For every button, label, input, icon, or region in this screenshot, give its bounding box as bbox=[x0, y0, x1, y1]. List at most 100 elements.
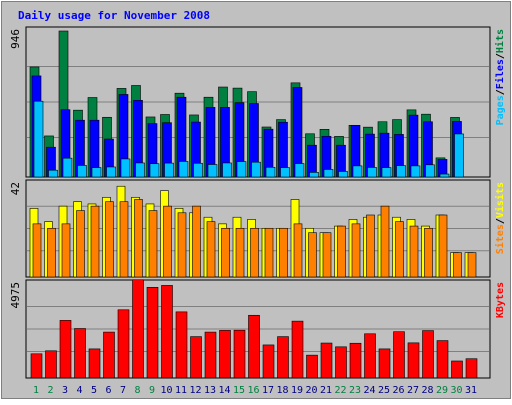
bar-kbytes-day-27 bbox=[407, 342, 420, 379]
day-label-20: 20 bbox=[305, 385, 317, 396]
bar-sites-day-27 bbox=[409, 225, 419, 278]
bar-sites-day-28 bbox=[424, 227, 433, 278]
legend-entry-sites: Sites bbox=[494, 224, 506, 254]
bar-sites-day-2 bbox=[47, 227, 56, 278]
legend-entry-visits: Visits bbox=[494, 182, 506, 218]
bar-sites-day-7 bbox=[119, 201, 129, 278]
day-label-24: 24 bbox=[363, 385, 375, 396]
bar-sites-day-4 bbox=[76, 210, 85, 278]
day-label-10: 10 bbox=[160, 385, 172, 396]
day-label-12: 12 bbox=[189, 385, 201, 396]
bar-kbytes-day-16 bbox=[248, 314, 260, 379]
day-label-26: 26 bbox=[392, 385, 404, 396]
day-label-18: 18 bbox=[276, 385, 288, 396]
bar-kbytes-day-10 bbox=[161, 285, 173, 379]
day-label-27: 27 bbox=[407, 385, 419, 396]
bar-pages-day-3 bbox=[62, 157, 73, 178]
bar-sites-day-10 bbox=[163, 205, 172, 278]
bar-sites-day-29 bbox=[438, 214, 448, 278]
bar-pages-day-5 bbox=[91, 167, 102, 178]
bar-sites-day-13 bbox=[206, 221, 216, 278]
day-label-19: 19 bbox=[291, 385, 303, 396]
bar-sites-day-11 bbox=[177, 212, 187, 278]
legend-kbytes: KBytes bbox=[495, 282, 506, 318]
bar-pages-day-29 bbox=[439, 173, 450, 178]
bar-pages-day-15 bbox=[236, 161, 247, 178]
bar-kbytes-day-17 bbox=[262, 344, 275, 379]
bar-kbytes-day-24 bbox=[364, 333, 376, 379]
bar-pages-day-10 bbox=[164, 162, 174, 178]
chart-title: Daily usage for November 2008 bbox=[18, 9, 210, 22]
legend-visits-sites: Sites/Visits bbox=[494, 182, 506, 254]
panel-kbytes: 4975 KBytes bbox=[9, 279, 506, 379]
legend-hits-files-pages: Pages/Files/Hits bbox=[494, 29, 506, 125]
bar-pages-day-12 bbox=[193, 162, 203, 178]
panel-visits-sites: 42 Sites/Visits bbox=[9, 179, 506, 278]
bar-pages-day-14 bbox=[222, 162, 232, 178]
bar-sites-day-17 bbox=[264, 227, 274, 278]
day-label-5: 5 bbox=[91, 385, 97, 396]
bar-sites-day-30 bbox=[453, 252, 462, 278]
bar-sites-day-31 bbox=[467, 252, 477, 278]
bar-kbytes-day-28 bbox=[422, 330, 434, 379]
bar-sites-day-25 bbox=[380, 205, 390, 278]
bar-pages-day-24 bbox=[367, 167, 377, 178]
day-label-21: 21 bbox=[320, 385, 332, 396]
day-label-17: 17 bbox=[262, 385, 274, 396]
bar-pages-day-30 bbox=[454, 133, 464, 178]
bar-kbytes-day-21 bbox=[320, 342, 333, 379]
bar-kbytes-day-1 bbox=[30, 353, 43, 379]
bar-kbytes-day-15 bbox=[233, 329, 246, 379]
bar-pages-day-6 bbox=[106, 166, 116, 178]
legend-separator: / bbox=[495, 53, 506, 59]
bar-pages-day-8 bbox=[135, 162, 145, 178]
legend-separator: / bbox=[495, 218, 506, 224]
bar-sites-day-16 bbox=[250, 227, 259, 278]
bar-kbytes-day-7 bbox=[117, 309, 130, 379]
bar-kbytes-day-19 bbox=[291, 320, 304, 379]
bar-sites-day-1 bbox=[32, 223, 42, 278]
legend-entry-pages: Pages bbox=[495, 95, 506, 125]
y-max-label: 946 bbox=[9, 29, 22, 49]
bar-pages-day-20 bbox=[309, 172, 319, 178]
bar-pages-day-16 bbox=[251, 161, 261, 178]
day-label-15: 15 bbox=[233, 385, 245, 396]
bar-kbytes-day-12 bbox=[190, 336, 202, 379]
bar-kbytes-day-3 bbox=[59, 320, 72, 379]
bar-sites-day-9 bbox=[148, 210, 158, 278]
bar-kbytes-day-2 bbox=[45, 350, 57, 379]
day-label-3: 3 bbox=[62, 385, 68, 396]
day-label-6: 6 bbox=[105, 385, 111, 396]
bar-kbytes-day-9 bbox=[146, 287, 159, 379]
bar-kbytes-day-25 bbox=[378, 348, 391, 379]
bar-kbytes-day-26 bbox=[393, 331, 405, 379]
bar-sites-day-21 bbox=[322, 232, 332, 278]
bar-sites-day-20 bbox=[308, 232, 317, 278]
bar-pages-day-2 bbox=[48, 169, 58, 178]
day-label-30: 30 bbox=[450, 385, 462, 396]
bar-kbytes-day-18 bbox=[277, 336, 289, 379]
day-label-13: 13 bbox=[204, 385, 216, 396]
bar-pages-day-27 bbox=[410, 165, 421, 178]
bar-sites-day-15 bbox=[235, 227, 245, 278]
day-label-16: 16 bbox=[247, 385, 259, 396]
day-label-23: 23 bbox=[349, 385, 361, 396]
bar-kbytes-day-23 bbox=[349, 342, 362, 379]
bar-pages-day-18 bbox=[280, 167, 290, 178]
day-label-14: 14 bbox=[218, 385, 230, 396]
bar-kbytes-day-14 bbox=[219, 330, 231, 379]
bar-kbytes-day-20 bbox=[306, 354, 318, 379]
chart-outer-border-dark bbox=[1, 1, 511, 399]
bar-sites-day-22 bbox=[337, 225, 346, 278]
y-max-label: 42 bbox=[9, 182, 22, 195]
bar-pages-day-7 bbox=[120, 158, 131, 178]
day-label-22: 22 bbox=[334, 385, 346, 396]
bar-kbytes-day-6 bbox=[103, 331, 115, 379]
bar-sites-day-12 bbox=[192, 205, 201, 278]
bar-pages-day-13 bbox=[207, 164, 218, 178]
legend-entry-files: Files bbox=[494, 59, 506, 89]
